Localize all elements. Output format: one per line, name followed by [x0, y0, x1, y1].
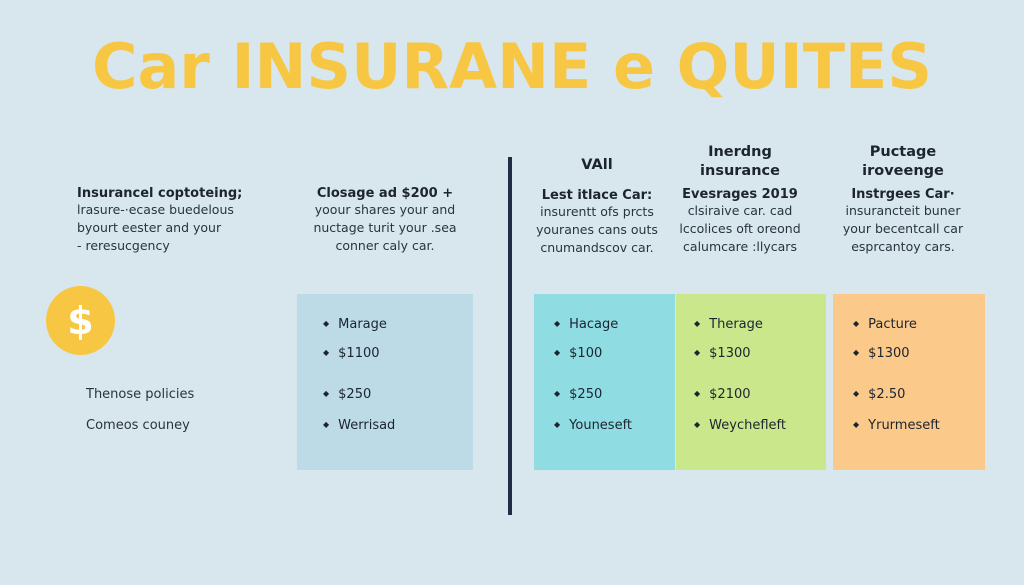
intro-left-heading: Insurancel coptoteing; [77, 186, 243, 201]
plan-item: $1100 [323, 346, 379, 361]
column-heading: Lest itlace Car: [541, 188, 653, 203]
plan-item: Werrisad [323, 418, 395, 433]
column-3: Puctage iroveenge Instrgees Car· insuran… [833, 143, 973, 256]
column-title: VAll [581, 157, 613, 173]
plan-item: Yrurmeseft [853, 418, 940, 433]
plan-item: $250 [323, 387, 371, 402]
intro-left-line: lrasure-·ecase buedelous [77, 202, 234, 217]
plan-box-1: Marage $1100 $250 Werrisad [297, 294, 473, 470]
side-label: Thenose policies [86, 387, 195, 402]
intro-mid-heading: Closage ad $200 + [316, 186, 454, 201]
plan-item: Marage [323, 317, 387, 332]
plan-box-2: Hacage $100 $250 Youneseft [534, 294, 675, 470]
plan-item: $1300 [694, 346, 750, 361]
column-line: lccolices oft oreond [679, 221, 801, 236]
column-1: VAll Lest itlace Car: insurentt ofs prct… [527, 156, 667, 257]
plan-item: Hacage [554, 317, 618, 332]
plan-item: $2100 [694, 387, 750, 402]
plan-item: $1300 [853, 346, 909, 361]
plan-box-4: Pacture $1300 $2.50 Yrurmeseft [833, 294, 985, 470]
plan-item: Pacture [853, 317, 917, 332]
column-line: insurancteit buner [845, 203, 961, 218]
plan-item: $100 [554, 346, 602, 361]
plan-item: $250 [554, 387, 602, 402]
intro-mid: Closage ad $200 + yoour shares your and … [290, 186, 480, 255]
side-label: Comeos couney [86, 418, 190, 433]
column-line: insurentt ofs prcts [540, 204, 654, 219]
plan-item: $2.50 [853, 387, 905, 402]
intro-mid-line: yoour shares your and [314, 202, 456, 217]
column-line: esprcantoy cars. [851, 239, 955, 254]
intro-mid-line: conner caly car. [335, 238, 435, 253]
intro-left-line: - reresucgency [77, 238, 170, 253]
plan-item: Youneseft [554, 418, 632, 433]
column-line: your becentcall car [842, 221, 964, 236]
column-title: Puctage iroveenge [862, 144, 944, 179]
column-line: cnumandscov car. [540, 240, 654, 255]
plan-item: Therage [694, 317, 763, 332]
column-heading: Instrgees Car· [851, 187, 955, 202]
dollar-icon: $ [46, 286, 115, 355]
plan-item: Weychefleft [694, 418, 786, 433]
column-heading: Evesrages 2019 [682, 187, 798, 202]
column-title: Inerdng insurance [700, 144, 780, 179]
divider [508, 157, 512, 515]
column-line: clsiraive car. cad [687, 203, 793, 218]
page-title: Car INSURANE e QUITES [91, 30, 933, 103]
column-line: youranes cans outs [536, 222, 658, 237]
column-line: calumcare :llycars [683, 239, 797, 254]
intro-left: Insurancel coptoteing; lrasure-·ecase bu… [77, 186, 277, 255]
column-2: Inerdng insurance Evesrages 2019 clsirai… [670, 143, 810, 256]
intro-left-line: byourt eester and your [77, 220, 222, 235]
intro-mid-line: nuctage turit your .sea [313, 220, 457, 235]
plan-box-3: Therage $1300 $2100 Weychefleft [676, 294, 826, 470]
